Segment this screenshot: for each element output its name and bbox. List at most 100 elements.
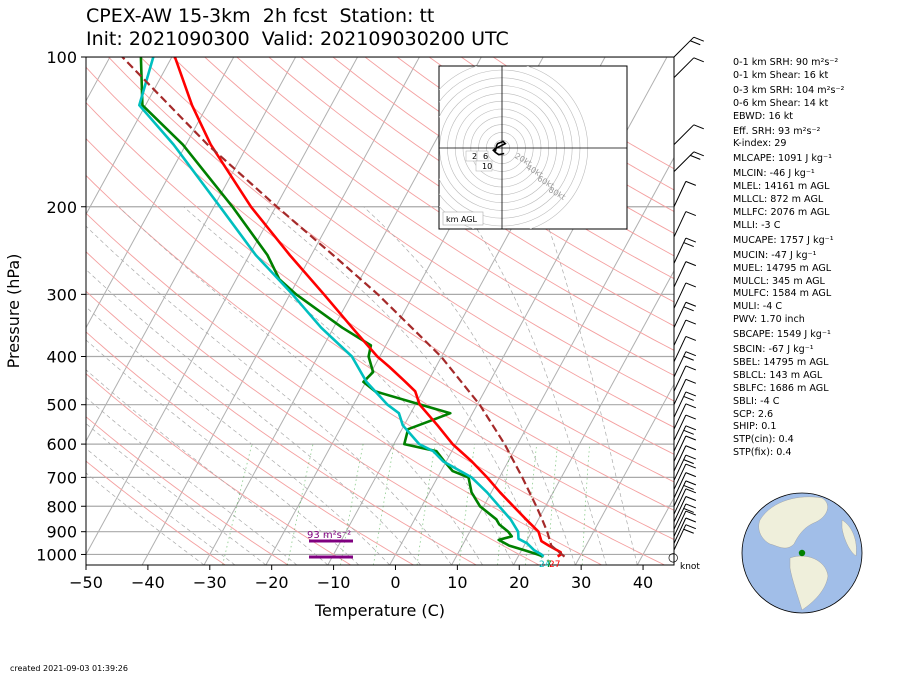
hodograph-legend-box xyxy=(442,211,484,226)
hodograph-height-box xyxy=(475,160,493,172)
wind-barb xyxy=(673,237,697,264)
index-line: MULCL: 345 m AGL xyxy=(733,275,825,287)
wind-barb-flag xyxy=(685,282,697,288)
wind-barb-flag xyxy=(685,378,697,384)
index-line: 0-3 km SRH: 104 m²s⁻² xyxy=(733,84,845,96)
isotherm-line xyxy=(574,383,674,565)
isotherm-line xyxy=(86,57,173,216)
wind-barb-staff xyxy=(673,425,687,452)
dry-adiabat xyxy=(86,102,674,511)
wind-barb xyxy=(673,124,704,145)
wind-barb-flag xyxy=(690,40,701,46)
moist-adiabat xyxy=(265,206,545,565)
index-line: SBLFC: 1686 m AGL xyxy=(733,382,829,394)
background-grid xyxy=(86,57,674,565)
wind-barb xyxy=(673,301,697,328)
wind-barb-flag xyxy=(685,365,697,371)
wind-barbs xyxy=(673,36,704,551)
surface-dewpoint-label: 24 xyxy=(539,560,551,570)
y-tick-label: 900 xyxy=(46,523,77,542)
isotherm-line xyxy=(513,269,674,565)
wind-barb xyxy=(673,282,697,309)
y-tick-label: 200 xyxy=(46,198,77,217)
wind-barb-flag xyxy=(685,517,697,523)
dry-adiabat xyxy=(204,57,674,376)
axes: −50 −40 −30 −20 −10 0 10 20 30 40 1000 900 800 700 600… xyxy=(4,48,653,620)
wind-barb-staff xyxy=(673,503,687,530)
wind-barb-flag xyxy=(685,319,697,325)
wind-unit-label: knot xyxy=(680,562,700,572)
wind-barb-staff xyxy=(673,496,687,523)
wind-barb-flag xyxy=(685,463,697,469)
moist-adiabat xyxy=(118,206,483,565)
wind-barb xyxy=(673,510,697,537)
relative-humidity-profile-line xyxy=(139,57,544,558)
parcel-profile-line xyxy=(121,57,566,558)
y-tick-label: 400 xyxy=(46,348,77,367)
wind-barb-flag xyxy=(693,57,704,63)
hodograph-trace xyxy=(492,140,507,156)
wind-barb xyxy=(673,351,697,378)
wind-barb xyxy=(673,463,697,490)
wind-barb-flag xyxy=(693,151,704,157)
x-tick-label: −10 xyxy=(317,573,351,592)
wind-barb-staff xyxy=(673,36,695,58)
wind-barb-flag xyxy=(685,180,697,186)
isotherm-line xyxy=(86,57,297,443)
index-line: MLLCL: 872 m AGL xyxy=(733,194,824,206)
index-line: MUCAPE: 1757 J kg⁻¹ xyxy=(733,234,834,246)
sounding-indices-list: 0-1 km SRH: 90 m²s⁻² 0-1 km Shear: 16 kt 0… xyxy=(733,57,844,460)
wind-barb-flag xyxy=(683,306,694,312)
wind-barb-flag xyxy=(685,414,697,420)
index-line: SBLCL: 143 m AGL xyxy=(733,369,823,381)
wind-barb-flag xyxy=(685,445,697,451)
x-tick-label: 0 xyxy=(390,573,400,592)
station-location-marker xyxy=(798,549,806,557)
x-tick-label: 10 xyxy=(447,573,467,592)
index-line: MULFC: 1584 m AGL xyxy=(733,288,832,300)
chart-title-line2: Init: 2021090300 Valid: 202109030200 UTC xyxy=(86,28,509,50)
dry-adiabat xyxy=(86,66,674,483)
moist-adiabat xyxy=(86,306,390,565)
y-tick-label: 1000 xyxy=(36,545,77,564)
x-tick-label: 40 xyxy=(633,573,653,592)
y-tick-label: 800 xyxy=(46,497,77,516)
wind-barb-flag xyxy=(685,391,697,397)
index-line: SBCIN: -67 J kg⁻¹ xyxy=(733,344,814,356)
hodograph-legend-label: km AGL xyxy=(446,215,478,224)
index-line: STP(cin): 0.4 xyxy=(733,434,794,446)
dewpoint-profile-line xyxy=(138,57,545,558)
globe-north-america xyxy=(758,496,828,549)
dry-adiabat xyxy=(172,57,674,402)
y-tick-label: 100 xyxy=(46,48,77,67)
wind-barb-staff xyxy=(673,336,687,363)
wind-barb xyxy=(673,503,697,530)
index-line: PWV: 1.70 inch xyxy=(733,314,805,326)
wind-barb-flag xyxy=(685,351,697,357)
surface-value-labels: 27 24 7 xyxy=(539,560,560,570)
wind-barb-flag xyxy=(683,355,694,361)
wind-barb-staff xyxy=(673,124,695,145)
wind-barb-staff xyxy=(673,181,687,207)
wind-barb xyxy=(673,261,697,288)
hodograph-height-label: 10 xyxy=(482,162,492,171)
x-tick-label: −50 xyxy=(69,573,103,592)
surface-rh-label: 7 xyxy=(546,560,552,570)
wind-barb xyxy=(673,445,697,472)
isotherm-line xyxy=(86,57,358,556)
wind-barb xyxy=(673,365,697,392)
sounding-profiles xyxy=(121,57,566,558)
dry-adiabat xyxy=(236,57,674,351)
wind-barb-staff xyxy=(673,391,687,418)
index-line: EBWD: 16 kt xyxy=(733,110,794,122)
wind-barb-flag xyxy=(685,435,697,441)
dry-adiabat xyxy=(332,57,674,280)
moist-adiabat xyxy=(86,225,452,565)
wind-barb-staff xyxy=(673,365,687,392)
wind-barb xyxy=(673,391,697,418)
effective-srh-label: 93 m²s⁻² xyxy=(307,530,351,541)
wind-barb-staff xyxy=(673,282,687,309)
wind-barb-flag xyxy=(685,261,697,267)
index-line: MUEL: 14795 m AGL xyxy=(733,262,832,274)
